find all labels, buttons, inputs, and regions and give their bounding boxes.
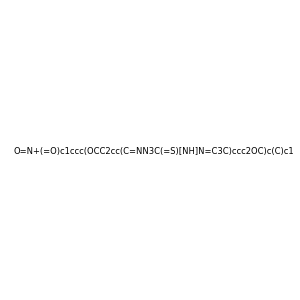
Text: O=N+(=O)c1ccc(OCC2cc(C=NN3C(=S)[NH]N=C3C)ccc2OC)c(C)c1: O=N+(=O)c1ccc(OCC2cc(C=NN3C(=S)[NH]N=C3C… bbox=[14, 147, 294, 156]
